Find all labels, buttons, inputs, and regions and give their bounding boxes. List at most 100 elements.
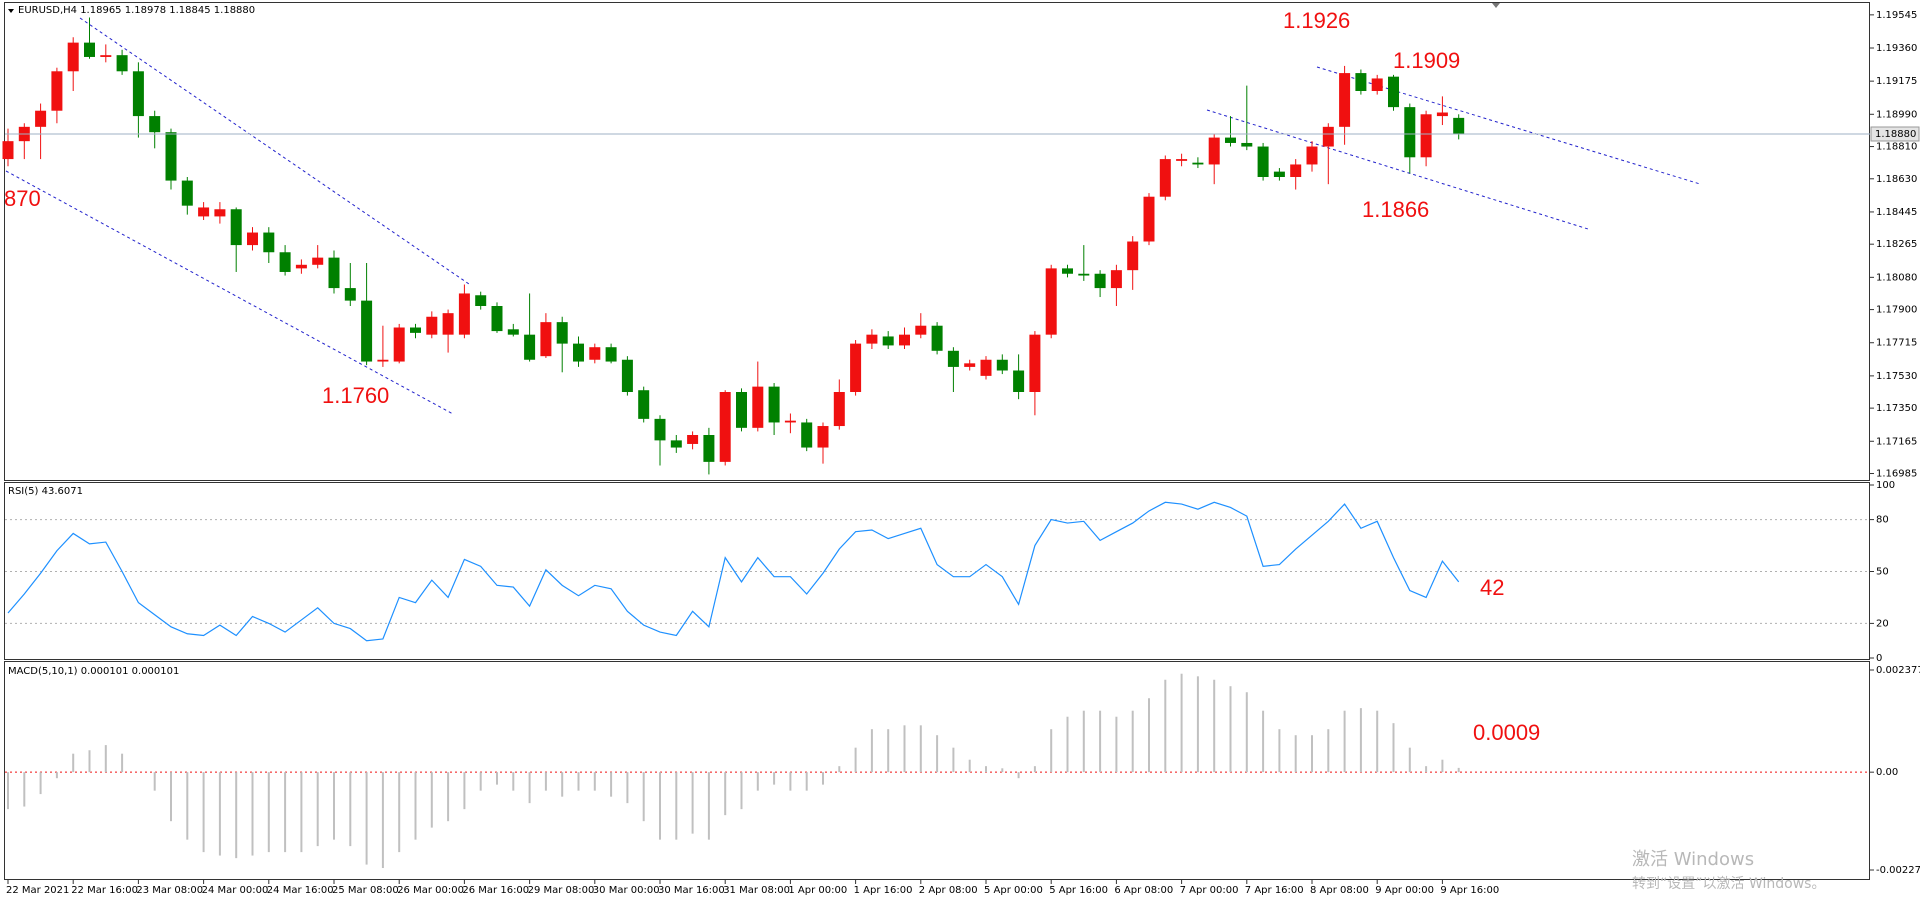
- candle-body: [1094, 273, 1106, 289]
- macd-bar: [235, 772, 238, 859]
- macd-bar: [1327, 729, 1330, 773]
- candle-body: [328, 257, 340, 289]
- macd-bar: [740, 772, 743, 810]
- macd-bar: [1376, 710, 1379, 773]
- candle-body: [1388, 76, 1399, 108]
- macd-bar: [952, 747, 955, 773]
- macd-bar: [1164, 679, 1167, 773]
- candle-body: [915, 325, 927, 335]
- candle-body: [801, 422, 813, 448]
- macd-bar: [1229, 686, 1232, 773]
- candle-body: [1062, 268, 1073, 274]
- y-tick-label: -0.002276: [1876, 865, 1920, 876]
- macd-bar: [1001, 768, 1004, 773]
- x-tick-label: 5 Apr 00:00: [984, 885, 1043, 896]
- y-tick-label: 1.17900: [1876, 305, 1917, 316]
- x-tick-label: 1 Apr 00:00: [788, 885, 847, 896]
- macd-bar: [1148, 698, 1150, 773]
- candle-body: [1339, 73, 1351, 127]
- candle-body: [1241, 142, 1253, 147]
- candle-body: [964, 363, 976, 367]
- current-price-tag: [1870, 126, 1920, 142]
- candle-body: [1306, 146, 1318, 165]
- y-tick-label: 100: [1876, 480, 1895, 491]
- candle-body: [442, 313, 454, 335]
- candle-body: [181, 180, 193, 206]
- candle-body: [51, 71, 63, 111]
- y-tick-label: 20: [1876, 618, 1889, 629]
- macd-bar: [1457, 767, 1460, 773]
- macd-bar: [218, 772, 221, 856]
- x-tick-label: 6 Apr 08:00: [1114, 885, 1173, 896]
- candle-body: [1110, 270, 1122, 289]
- macd-bar: [121, 753, 124, 773]
- y-tick-label: 1.16985: [1876, 469, 1917, 480]
- candle-body: [475, 295, 487, 306]
- y-tick-label: 1.19175: [1876, 76, 1917, 87]
- candle-body: [410, 327, 421, 333]
- macd-bar: [1392, 723, 1395, 773]
- annotation: 1.1926: [1283, 8, 1350, 33]
- candle-body: [931, 325, 943, 351]
- macd-bar: [968, 759, 971, 773]
- trend-line: [5, 170, 454, 415]
- candle-body: [1192, 162, 1204, 165]
- macd-bar: [675, 772, 678, 840]
- macd-bar: [936, 735, 939, 773]
- candle-body: [149, 116, 161, 133]
- candle-body: [752, 386, 764, 428]
- candle-body: [703, 435, 715, 462]
- macd-bar: [773, 772, 776, 785]
- rsi-panel-frame: [4, 482, 1870, 660]
- panel-title: EURUSD,H4 1.18965 1.18978 1.18845 1.1888…: [18, 5, 255, 16]
- macd-bar: [381, 772, 384, 869]
- candle-body: [1453, 117, 1465, 134]
- macd-bar: [267, 772, 270, 853]
- macd-panel-frame: [4, 661, 1870, 880]
- y-tick-label: 1.17715: [1876, 338, 1917, 349]
- macd-bar: [104, 745, 107, 773]
- candle-body: [784, 420, 796, 423]
- candle-body: [621, 359, 633, 392]
- watermark-line1: 激活 Windows: [1632, 849, 1754, 870]
- x-tick-label: 7 Apr 00:00: [1180, 885, 1239, 896]
- macd-bar: [1441, 759, 1444, 773]
- candle-body: [524, 334, 536, 360]
- y-tick-label: 1.19360: [1876, 43, 1917, 54]
- candle-body: [491, 306, 503, 332]
- panel-title: MACD(5,10,1) 0.000101 0.000101: [8, 666, 179, 677]
- macd-bar: [23, 772, 26, 807]
- candle-body: [1420, 114, 1432, 158]
- macd-bar: [496, 772, 498, 785]
- macd-bar: [789, 772, 792, 791]
- candle-body: [1436, 112, 1448, 117]
- macd-bar: [626, 772, 629, 804]
- x-tick-label: 30 Mar 16:00: [658, 885, 725, 896]
- candle-body: [393, 327, 405, 362]
- x-tick-label: 9 Apr 00:00: [1375, 885, 1434, 896]
- candle-body: [116, 55, 128, 72]
- candle-body: [736, 392, 747, 428]
- candle-body: [279, 252, 291, 272]
- y-tick-label: 1.17165: [1876, 436, 1917, 447]
- candle-body: [214, 209, 226, 217]
- shift-marker[interactable]: [1492, 3, 1500, 8]
- macd-bar: [561, 772, 564, 797]
- candle-body: [817, 426, 829, 448]
- price-panel-frame: [4, 2, 1870, 481]
- candle-body: [198, 207, 210, 217]
- menu-triangle[interactable]: [8, 9, 14, 13]
- macd-bar: [1131, 710, 1134, 773]
- macd-bar: [593, 772, 596, 791]
- candle-body: [768, 386, 780, 423]
- macd-bar: [463, 772, 466, 810]
- macd-bar: [1066, 716, 1069, 773]
- candle-body: [458, 293, 470, 335]
- candle-body: [605, 347, 617, 362]
- annotation: 42: [1480, 575, 1504, 600]
- macd-bar: [1294, 735, 1297, 773]
- x-tick-label: 23 Mar 08:00: [136, 885, 203, 896]
- macd-bar: [642, 772, 645, 822]
